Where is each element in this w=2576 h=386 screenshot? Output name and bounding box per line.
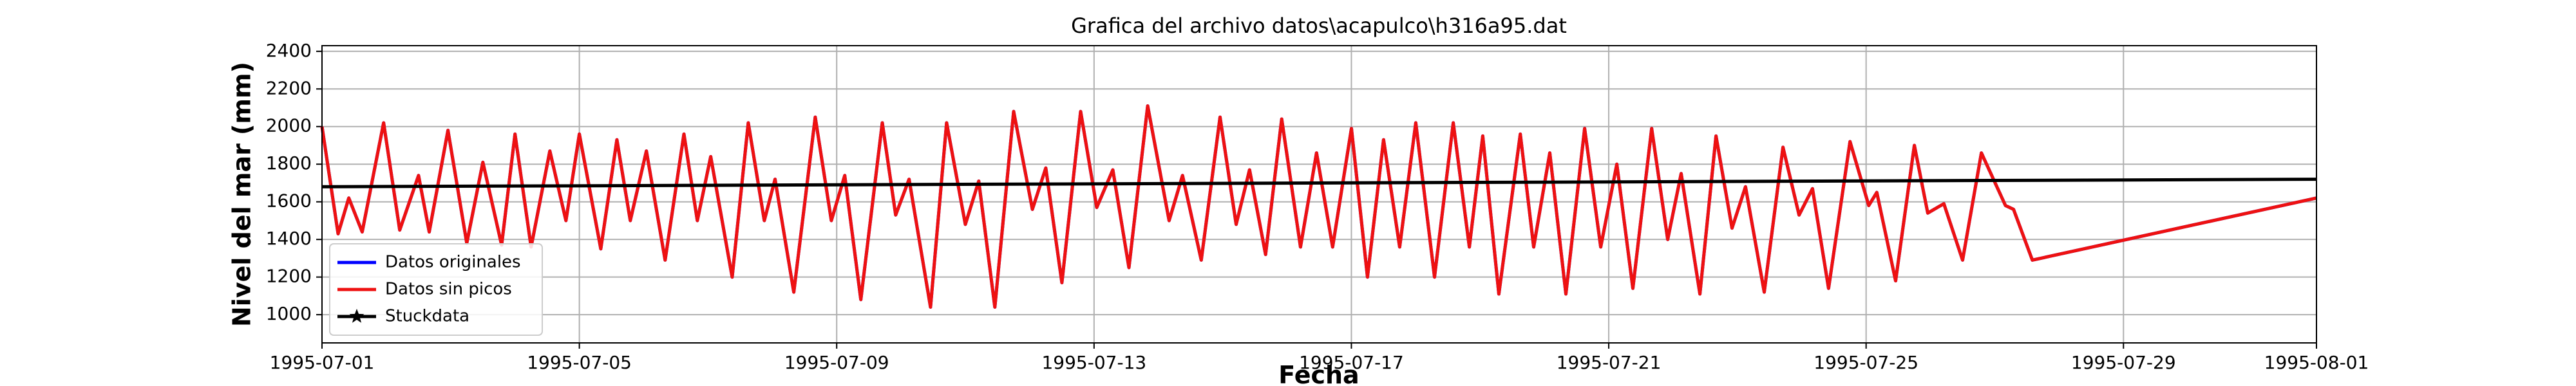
x-tick-label: 1995-07-25 <box>1814 352 1918 373</box>
x-tick-label: 1995-07-01 <box>270 352 375 373</box>
y-tick-label: 1200 <box>266 266 312 287</box>
x-tick-label: 1995-07-29 <box>2071 352 2176 373</box>
y-tick-label: 2400 <box>266 40 312 61</box>
legend-label: Datos sin picos <box>385 280 512 299</box>
y-tick-label: 1600 <box>266 190 312 212</box>
series-line <box>320 104 2317 309</box>
legend-label: Stuckdata <box>385 307 469 326</box>
plot-frame <box>321 45 2317 344</box>
series-line <box>321 178 2317 188</box>
y-tick-label: 2000 <box>266 115 312 136</box>
x-tick-label: 1995-07-21 <box>1557 352 1662 373</box>
x-tick-label: 1995-07-13 <box>1041 352 1146 373</box>
chart-title: Grafica del archivo datos\acapulco\h316a… <box>1071 14 1567 38</box>
y-axis-label: Nivel del mar (mm) <box>228 62 256 327</box>
legend: Datos originales Datos sin picos Stuckdata <box>329 243 543 336</box>
x-tick-label: 1995-07-09 <box>784 352 889 373</box>
legend-label: Datos originales <box>385 253 521 272</box>
x-tick-label: 1995-08-01 <box>2264 352 2369 373</box>
legend-marker <box>349 309 365 323</box>
x-tick-label: 1995-07-05 <box>527 352 632 373</box>
y-tick-label: 2200 <box>266 77 312 98</box>
x-axis-label: Fecha <box>1278 361 1359 386</box>
y-tick-label: 1400 <box>266 228 312 249</box>
x-tick-label: 1995-07-17 <box>1299 352 1404 373</box>
y-tick-label: 1800 <box>266 152 312 174</box>
legend-box <box>329 243 543 336</box>
y-tick-label: 1000 <box>266 303 312 324</box>
